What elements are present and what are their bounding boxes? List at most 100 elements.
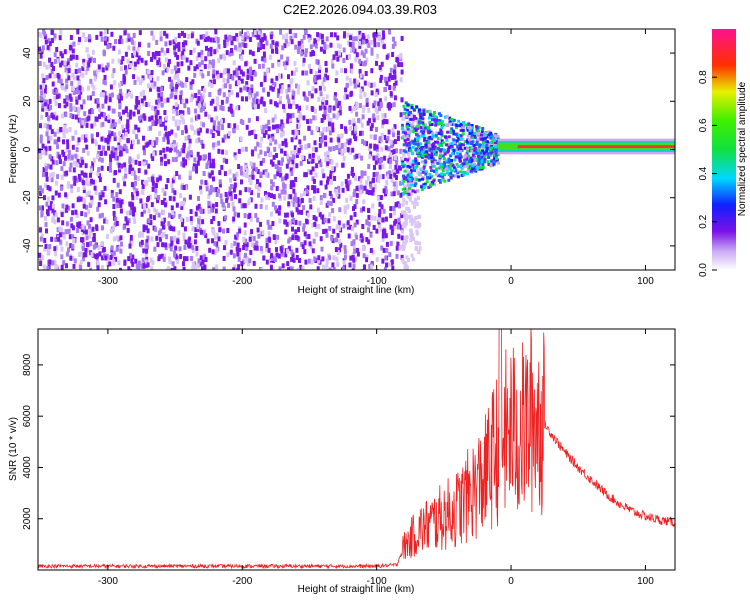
spectrogram-cell — [284, 229, 288, 235]
spectrogram-cell — [436, 137, 440, 141]
spectrogram-cell — [182, 232, 186, 238]
spectrogram-cell — [46, 126, 50, 132]
spectrogram-cell — [401, 116, 405, 121]
spectrogram-cell — [44, 243, 48, 249]
spectrogram-cell — [309, 44, 313, 50]
spectrogram-cell — [296, 197, 300, 203]
spectrogram-cell — [372, 225, 376, 230]
spectrogram-cell — [406, 183, 410, 187]
spectrogram-cell — [67, 75, 71, 81]
spectrogram-cell — [323, 135, 327, 141]
spectrogram-cell — [399, 180, 403, 186]
spectrogram-cell — [177, 230, 181, 236]
spectrogram-cell — [332, 255, 336, 261]
spectrogram-cell — [351, 268, 355, 270]
spectrogram-cell — [367, 214, 371, 220]
spectrogram-cell — [81, 120, 85, 126]
spectrogram-cell — [104, 137, 108, 143]
spectrogram-cell — [392, 85, 396, 91]
spectrogram-cell — [166, 97, 170, 103]
spectrogram-cell — [50, 236, 54, 242]
spectrogram-cell — [299, 264, 303, 270]
spectrogram-cell — [46, 163, 50, 169]
spectrogram-cell — [251, 32, 255, 37]
spectrogram-cell — [73, 160, 77, 166]
spectrogram-cell — [333, 92, 337, 98]
spectrogram-cell — [352, 121, 356, 126]
spectrogram-cell — [420, 188, 424, 192]
spectrogram-cell — [259, 81, 263, 87]
spectrogram-cell — [397, 62, 401, 67]
spectrogram-cell — [483, 155, 487, 159]
spectrogram-cell — [277, 210, 281, 216]
spectrogram-cell — [430, 147, 433, 151]
spectrogram-cell — [325, 94, 329, 100]
spectrogram-cell — [412, 114, 416, 118]
spectrogram-cell — [190, 33, 194, 39]
spectrogram-cell — [308, 156, 312, 162]
spectrogram-cell — [254, 213, 258, 219]
spectrogram-cell — [323, 111, 327, 117]
spectrogram-cell — [255, 91, 259, 97]
spectrogram-cell — [486, 140, 490, 144]
spectrogram-cell — [179, 110, 182, 115]
spectrogram-cell — [65, 78, 69, 84]
spectrogram-cell — [450, 162, 453, 166]
spectrogram-cell — [422, 147, 426, 151]
spectrogram-cell — [402, 149, 406, 153]
spectrogram-cell — [45, 99, 49, 105]
spectrogram-cell — [180, 201, 184, 207]
spectrogram-cell — [333, 95, 337, 101]
spectrogram-cell — [212, 215, 216, 221]
spectrogram-cell — [65, 95, 69, 101]
spectrogram-cell — [273, 146, 277, 152]
spectrogram-cell — [384, 86, 387, 92]
spectrogram-cell — [141, 75, 145, 81]
spectrogram-cell — [414, 142, 418, 146]
spectrogram-cell — [360, 122, 364, 128]
spectrogram-cell — [349, 126, 353, 131]
spectrogram-cell — [146, 197, 150, 203]
spectrogram-cell — [209, 207, 213, 213]
spectrogram-cell — [102, 92, 106, 98]
spectrogram-cell — [318, 64, 322, 70]
spectrogram-cell — [336, 56, 340, 62]
spectrogram-cell — [314, 115, 318, 121]
spectrogram-cell — [147, 218, 151, 223]
spectrogram-y-axis-label: Frequency (Hz) — [8, 115, 19, 184]
spectrogram-cell — [401, 160, 405, 164]
spectrogram-cell — [257, 42, 261, 48]
spectrogram-cell — [173, 174, 177, 180]
spectrogram-cell — [336, 35, 340, 41]
spectrogram-cell — [157, 87, 161, 93]
spectrogram-cell — [350, 166, 354, 172]
spectrogram-cell — [202, 34, 206, 39]
spectrogram-cell — [317, 224, 321, 229]
spectrogram-cell — [396, 168, 400, 174]
spectrogram-cell — [405, 134, 409, 138]
spectrogram-cell — [169, 147, 172, 153]
spectrogram-cell — [87, 190, 91, 196]
spectrogram-cell — [142, 224, 146, 230]
spectrogram-cell — [414, 157, 418, 161]
spectrogram-cell — [431, 147, 435, 151]
spectrogram-cell — [311, 50, 315, 55]
spectrogram-cell — [182, 42, 185, 47]
spectrogram-cell — [139, 198, 143, 204]
spectrogram-cell — [322, 48, 326, 54]
spectrogram-cell — [56, 174, 60, 180]
spectrogram-cell — [314, 147, 318, 153]
spectrogram-cell — [88, 228, 92, 234]
spectrogram-cell — [264, 129, 268, 135]
spectrogram-cell — [321, 104, 325, 110]
spectrogram-cell — [305, 188, 308, 194]
spectrogram-cell — [448, 116, 452, 120]
spectrogram-cell — [298, 258, 301, 263]
spectrogram-cell — [208, 59, 212, 65]
spectrogram-cell — [414, 182, 418, 186]
spectrogram-cell — [207, 48, 211, 53]
spectrogram-cell — [57, 93, 61, 99]
spectrogram-cell — [280, 126, 284, 132]
spectrogram-cell — [99, 195, 103, 201]
